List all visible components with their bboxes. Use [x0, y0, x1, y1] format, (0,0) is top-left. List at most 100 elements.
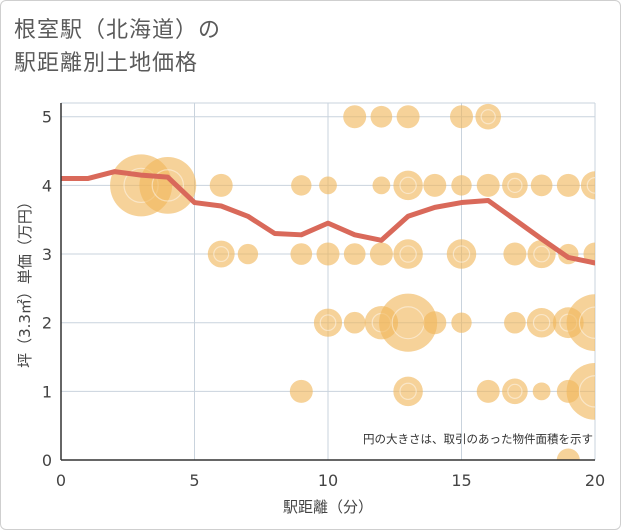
bubble-40: [566, 294, 595, 352]
bubble-fill: [393, 170, 423, 201]
bubble-ring: [507, 383, 523, 399]
bubble-fill: [476, 173, 500, 197]
bubble-10: [372, 176, 391, 195]
bubble-35: [423, 311, 447, 335]
bubble-fill: [319, 176, 337, 195]
y-tick-label-2: 2: [42, 314, 52, 333]
bubble-fill: [566, 294, 595, 352]
bubble-fill: [290, 243, 313, 265]
bubble-15: [502, 172, 528, 199]
bubble-fill: [556, 448, 580, 460]
bubble-fill: [393, 239, 423, 269]
bubble-fill: [446, 239, 477, 269]
bubble-fill: [530, 174, 553, 197]
bubble-fill: [526, 307, 557, 338]
bubble-fill: [503, 242, 527, 266]
bubble-0: [343, 105, 367, 129]
bubble-ring: [507, 177, 523, 194]
bubble-fill: [343, 311, 366, 334]
bubble-41: [289, 379, 313, 403]
bubble-26: [446, 239, 477, 269]
bubble-ring: [151, 169, 185, 202]
y-tick-label-1: 1: [42, 382, 52, 401]
bubble-19: [207, 240, 235, 268]
bubble-fill: [209, 173, 233, 197]
bubble-fill: [580, 171, 595, 200]
bubble-fill: [532, 382, 551, 401]
x-axis-label: 駅距離（分）: [283, 498, 373, 516]
bubble-3: [450, 105, 473, 129]
x-tick-label-10: 10: [318, 471, 338, 490]
bubble-fill: [343, 243, 366, 265]
bubble-ring: [586, 177, 595, 194]
bubble-36: [451, 312, 472, 333]
bubble-fill: [451, 175, 472, 196]
x-tick-label-20: 20: [585, 471, 605, 490]
bubble-42: [393, 376, 423, 407]
x-tick-label-0: 0: [56, 471, 66, 490]
bubble-44: [502, 378, 528, 405]
bubble-fill: [451, 312, 472, 333]
bubble-24: [369, 242, 393, 266]
y-tick-label-0: 0: [42, 451, 52, 470]
bubble-size-note: 円の大きさは、取引のあった物件面積を示す: [363, 432, 593, 446]
trend-line-layer: [61, 169, 595, 266]
bubble-13: [451, 175, 472, 196]
bubble-32: [343, 311, 366, 334]
bubble-21: [290, 243, 313, 265]
bubble-11: [393, 170, 423, 201]
y-tick-label-4: 4: [42, 176, 52, 195]
bubble-fill: [372, 176, 391, 195]
bubble-fill: [423, 311, 447, 335]
bubble-fill: [527, 239, 556, 269]
bubble-25: [393, 239, 423, 269]
bubble-12: [423, 173, 447, 197]
bubble-ring: [532, 313, 551, 332]
bubble-6: [139, 156, 197, 214]
bubble-ring: [480, 109, 496, 125]
bubble-fill: [343, 105, 367, 129]
bubble-fill: [504, 311, 526, 334]
bubble-48: [556, 448, 580, 460]
bubble-38: [526, 307, 557, 338]
bubble-fill: [316, 242, 340, 266]
bubble-47: [566, 362, 595, 420]
bubble-4: [475, 103, 502, 130]
tick-labels: 0 5 10 15 20 0 1 2 3 4 5: [42, 108, 605, 490]
bubble-fill: [370, 105, 393, 128]
y-axis-label: 坪（3.3㎡）単価（万円）: [16, 194, 34, 368]
chart-title-line2: 駅距離別土地価格: [14, 51, 199, 76]
bubble-ring: [319, 314, 337, 332]
bubble-1: [370, 105, 393, 128]
bubble-fill: [502, 378, 528, 405]
bubble-31: [313, 308, 343, 337]
bubble-fill: [207, 240, 235, 268]
chart-title: 根室駅（北海道）の 駅距離別土地価格: [14, 14, 221, 80]
chart-title-line1: 根室駅（北海道）の: [14, 18, 222, 43]
bubble-fill: [393, 376, 423, 407]
bubble-fill: [369, 242, 393, 266]
bubble-28: [527, 239, 556, 269]
bubble-ring: [578, 375, 595, 408]
axes: [60, 103, 595, 461]
bubble-18: [580, 171, 595, 200]
bubble-23: [343, 243, 366, 265]
bubble-fill: [475, 103, 502, 130]
bubble-43: [476, 379, 500, 403]
bubble-fill: [556, 173, 580, 197]
bubble-ring: [213, 246, 230, 263]
bubble-fill: [237, 243, 259, 265]
bubble-fill: [423, 173, 447, 197]
bubble-ring: [399, 176, 417, 195]
bubble-16: [530, 174, 553, 197]
bubble-8: [291, 175, 312, 196]
bubble-fill: [139, 156, 197, 214]
bubble-27: [503, 242, 527, 266]
x-tick-label-5: 5: [189, 471, 199, 490]
y-tick-label-3: 3: [42, 245, 52, 264]
bubble-fill: [313, 308, 343, 337]
series-line-0: [61, 169, 595, 266]
bubble-fill: [396, 105, 420, 129]
bubble-14: [476, 173, 500, 197]
